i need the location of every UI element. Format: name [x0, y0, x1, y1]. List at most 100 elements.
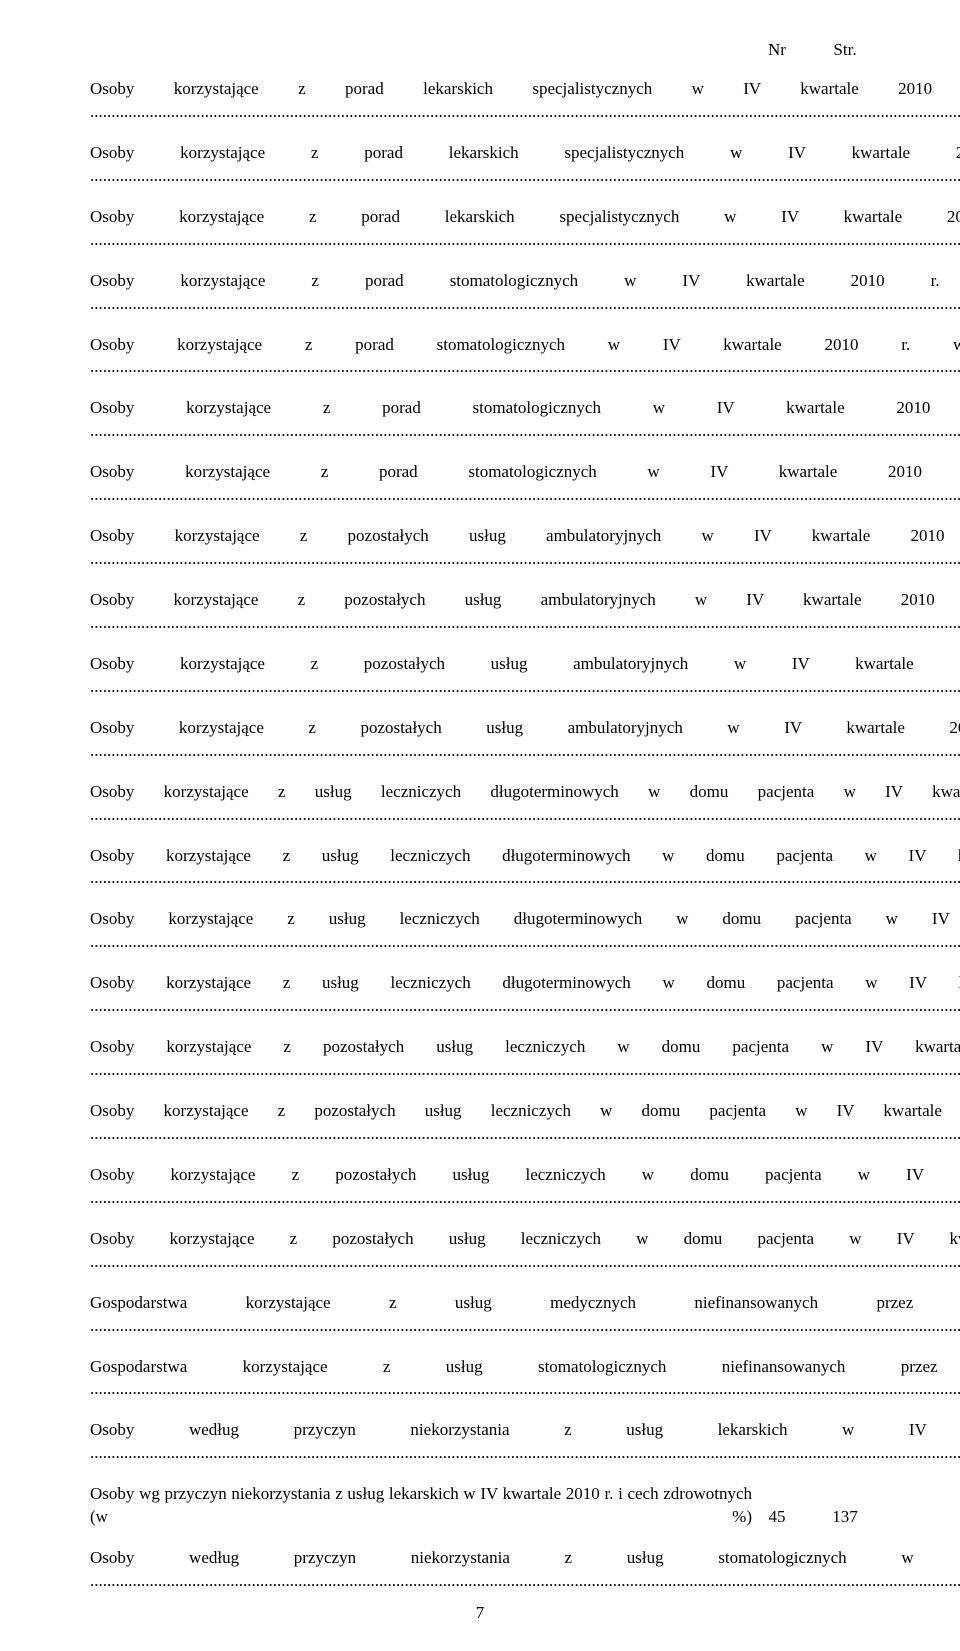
- toc-entry: Osoby korzystające z pozostałych usług l…: [90, 1100, 870, 1146]
- toc-entry-text: Gospodarstwa korzystające z usług stomat…: [90, 1356, 960, 1402]
- toc-entry: Osoby korzystające z porad stomatologicz…: [90, 270, 870, 316]
- page-container: Nr Str. Osoby korzystające z porad lekar…: [0, 0, 960, 1651]
- toc-entry-description: Osoby korzystające z pozostałych usług a…: [90, 526, 960, 545]
- toc-entry: Osoby korzystające z usług leczniczych d…: [90, 845, 870, 891]
- toc-entry-dots: ........................................…: [90, 996, 960, 1015]
- toc-entry-text: Osoby korzystające z pozostałych usług l…: [90, 1228, 960, 1274]
- toc-entry: Osoby korzystające z pozostałych usług l…: [90, 1164, 870, 1210]
- toc-entry-text: Osoby korzystające z porad lekarskich sp…: [90, 206, 960, 252]
- toc-entry-text: Osoby korzystające z pozostałych usług a…: [90, 525, 960, 571]
- toc-entry: Osoby korzystające z pozostałych usług l…: [90, 1228, 870, 1274]
- toc-entry-dots: ........................................…: [90, 1571, 960, 1590]
- toc-entry-description: Osoby korzystające z pozostałych usług a…: [90, 590, 960, 609]
- toc-entry-text: Osoby korzystające z pozostałych usług l…: [90, 1100, 960, 1146]
- toc-entry-dots: ........................................…: [90, 741, 960, 760]
- toc-entry-text: Osoby wg przyczyn niekorzystania z usług…: [90, 1483, 752, 1529]
- toc-entry-description: Osoby korzystające z porad lekarskich sp…: [90, 207, 960, 226]
- toc-entry-dots: ........................................…: [90, 1060, 960, 1079]
- toc-entry: Osoby korzystające z pozostałych usług a…: [90, 525, 870, 571]
- toc-entry: Osoby korzystające z usług leczniczych d…: [90, 972, 870, 1018]
- toc-entry-description: Osoby wg przyczyn niekorzystania z usług…: [90, 1484, 752, 1526]
- toc-entry-dots: ........................................…: [90, 102, 960, 121]
- toc-entry-description: Osoby według przyczyn niekorzystania z u…: [90, 1420, 960, 1439]
- toc-entry-text: Osoby korzystające z porad stomatologicz…: [90, 334, 960, 380]
- toc-entry-description: Osoby korzystające z porad lekarskich sp…: [90, 79, 960, 98]
- toc-entry-description: Osoby korzystające z usług leczniczych d…: [90, 973, 960, 992]
- toc-entry-description: Osoby korzystające z pozostałych usług l…: [90, 1101, 960, 1120]
- toc-entry-dots: ........................................…: [90, 230, 960, 249]
- toc-entry-dots: ........................................…: [90, 357, 960, 376]
- toc-entry-dots: ........................................…: [90, 1252, 960, 1271]
- toc-entry-description: Osoby korzystające z porad stomatologicz…: [90, 271, 960, 290]
- toc-entry-nr: 45: [752, 1506, 802, 1529]
- toc-entry-dots: ........................................…: [90, 166, 960, 185]
- toc-entry: Osoby korzystające z pozostałych usług a…: [90, 589, 870, 635]
- toc-entry-description: Osoby korzystające z usług leczniczych d…: [90, 846, 960, 865]
- toc-entry-text: Osoby korzystające z porad stomatologicz…: [90, 270, 960, 316]
- toc-entry: Osoby korzystające z pozostałych usług a…: [90, 717, 870, 763]
- toc-entry-text: Osoby korzystające z pozostałych usług l…: [90, 1164, 960, 1210]
- toc-entry-dots: ........................................…: [90, 1379, 960, 1398]
- toc-entry: Gospodarstwa korzystające z usług stomat…: [90, 1356, 870, 1402]
- toc-entry-dots: ........................................…: [90, 805, 960, 824]
- toc-entry-text: Osoby korzystające z pozostałych usług a…: [90, 653, 960, 699]
- toc-entry-text: Osoby korzystające z pozostałych usług a…: [90, 589, 960, 635]
- toc-entry-dots: ........................................…: [90, 485, 960, 504]
- toc-entry-text: Osoby korzystające z usług leczniczych d…: [90, 781, 960, 827]
- toc-entry-dots: ........................................…: [90, 613, 960, 632]
- toc-entry: Osoby korzystające z pozostałych usług l…: [90, 1036, 870, 1082]
- toc-entry-text: Osoby według przyczyn niekorzystania z u…: [90, 1419, 960, 1465]
- toc-entry: Osoby korzystające z usług leczniczych d…: [90, 908, 870, 954]
- toc-entry-dots: ........................................…: [90, 1188, 960, 1207]
- toc-entry-description: Osoby korzystające z usług leczniczych d…: [90, 782, 960, 801]
- toc-entry-dots: ........................................…: [90, 421, 960, 440]
- toc-entry-text: Osoby korzystające z pozostałych usług l…: [90, 1036, 960, 1082]
- toc-entry-text: Osoby korzystające z usług leczniczych d…: [90, 908, 960, 954]
- toc-entry-dots: ........................................…: [90, 677, 960, 696]
- toc-entry-description: Osoby korzystające z usług leczniczych d…: [90, 909, 960, 928]
- toc-entry-description: Osoby korzystające z pozostałych usług a…: [90, 654, 960, 673]
- toc-entry: Osoby wg przyczyn niekorzystania z usług…: [90, 1483, 870, 1529]
- toc-entry: Osoby korzystające z porad stomatologicz…: [90, 461, 870, 507]
- toc-entry: Gospodarstwa korzystające z usług medycz…: [90, 1292, 870, 1338]
- toc-entry-description: Osoby korzystające z porad lekarskich sp…: [90, 143, 960, 162]
- toc-entry-text: Osoby korzystające z porad lekarskich sp…: [90, 78, 960, 124]
- toc-entry-dots: ........................................…: [90, 549, 960, 568]
- toc-entry-text: Osoby korzystające z porad stomatologicz…: [90, 461, 960, 507]
- toc-entry-description: Osoby korzystające z pozostałych usług a…: [90, 718, 960, 737]
- toc-entry-dots: ........................................…: [90, 1124, 960, 1143]
- toc-entry-dots: ........................................…: [90, 1316, 960, 1335]
- toc-entry-dots: ........................................…: [90, 1443, 960, 1462]
- toc-entry-description: Osoby korzystające z pozostałych usług l…: [90, 1037, 960, 1056]
- toc-entry-dots: ........................................…: [90, 868, 960, 887]
- toc-entry: Osoby korzystające z porad stomatologicz…: [90, 334, 870, 380]
- toc-entry-description: Osoby korzystające z porad stomatologicz…: [90, 462, 960, 481]
- toc-header-row: Nr Str.: [90, 40, 870, 60]
- toc-entry-text: Gospodarstwa korzystające z usług medycz…: [90, 1292, 960, 1338]
- toc-entry-text: Osoby korzystające z usług leczniczych d…: [90, 845, 960, 891]
- toc-entry-description: Osoby korzystające z pozostałych usług l…: [90, 1165, 960, 1184]
- toc-entry-dots: ........................................…: [90, 294, 960, 313]
- toc-entry: Osoby korzystające z porad lekarskich sp…: [90, 206, 870, 252]
- toc-entry-text: Osoby korzystające z porad stomatologicz…: [90, 397, 960, 443]
- toc-entry-text: Osoby według przyczyn niekorzystania z u…: [90, 1547, 960, 1593]
- toc-entry-description: Osoby korzystające z porad stomatologicz…: [90, 335, 960, 354]
- toc-entry-description: Osoby korzystające z pozostałych usług l…: [90, 1229, 960, 1248]
- toc-entry-text: Osoby korzystające z usług leczniczych d…: [90, 972, 960, 1018]
- header-nr: Nr: [752, 40, 802, 60]
- toc-entry: Osoby korzystające z porad lekarskich sp…: [90, 78, 870, 124]
- toc-entry-dots: ........................................…: [90, 932, 960, 951]
- toc-entry: Osoby według przyczyn niekorzystania z u…: [90, 1419, 870, 1465]
- toc-entry: Osoby korzystające z usług leczniczych d…: [90, 781, 870, 827]
- toc-entries: Osoby korzystające z porad lekarskich sp…: [90, 78, 870, 1593]
- toc-entry-description: Gospodarstwa korzystające z usług medycz…: [90, 1293, 960, 1312]
- toc-entry-description: Gospodarstwa korzystające z usług stomat…: [90, 1357, 960, 1376]
- toc-entry-text: Osoby korzystające z porad lekarskich sp…: [90, 142, 960, 188]
- toc-entry: Osoby korzystające z pozostałych usług a…: [90, 653, 870, 699]
- toc-entry: Osoby korzystające z porad lekarskich sp…: [90, 142, 870, 188]
- header-str: Str.: [820, 40, 870, 60]
- toc-entry-text: Osoby korzystające z pozostałych usług a…: [90, 717, 960, 763]
- toc-entry-str: 137: [820, 1506, 870, 1529]
- toc-entry: Osoby według przyczyn niekorzystania z u…: [90, 1547, 870, 1593]
- toc-entry-description: Osoby według przyczyn niekorzystania z u…: [90, 1548, 960, 1567]
